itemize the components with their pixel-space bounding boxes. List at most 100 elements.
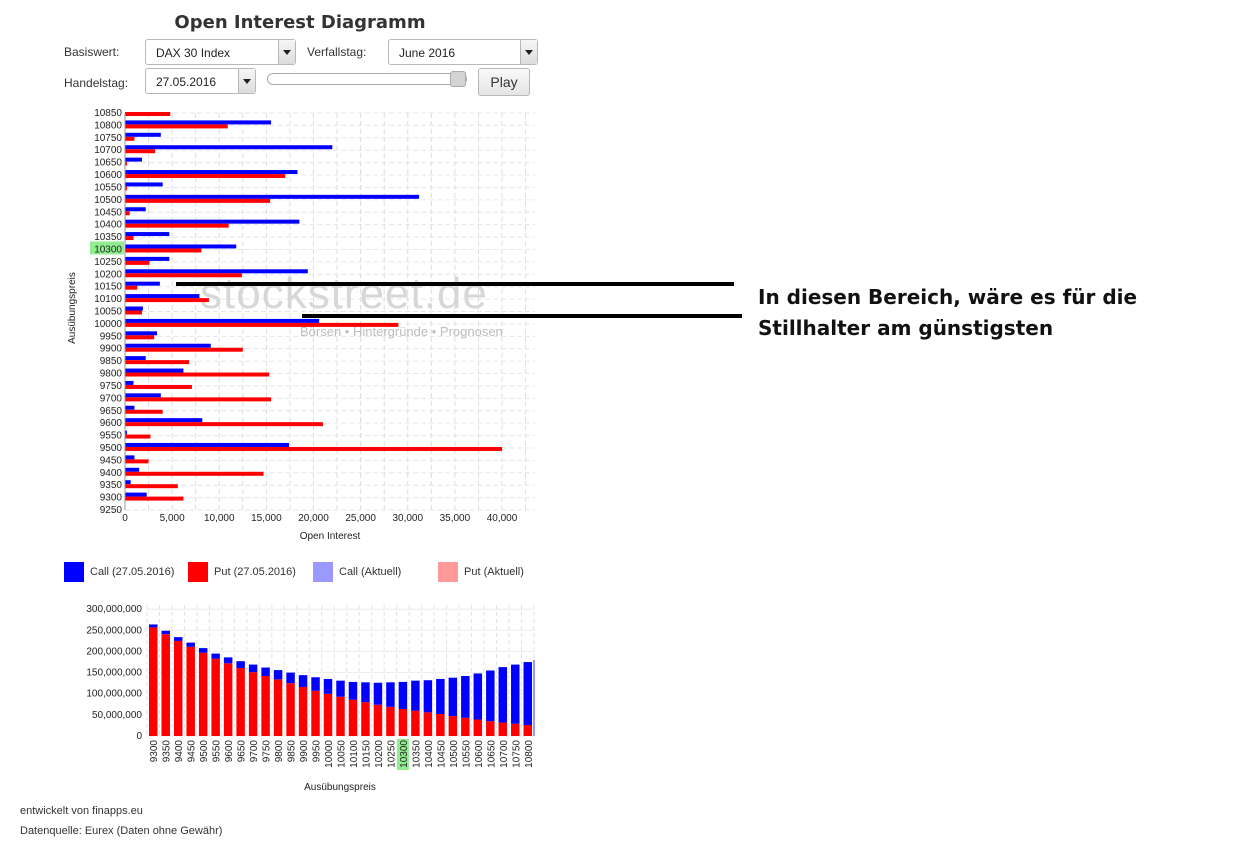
call-bar <box>161 630 170 635</box>
put-bar <box>273 679 283 736</box>
tick-label: 9900 <box>299 740 310 763</box>
tick-label: 10700 <box>94 145 122 156</box>
call-bar <box>336 680 345 697</box>
call-bar <box>286 672 295 684</box>
tick-label: 9250 <box>100 505 123 516</box>
tick-label: 9350 <box>162 740 173 763</box>
open-interest-chart: stockstreet.de Börsen • Hintergründe • Pr… <box>67 108 535 542</box>
put-bar <box>125 372 270 377</box>
call-bar <box>236 661 245 668</box>
put-bar <box>125 136 135 141</box>
tick-label: 9750 <box>100 381 123 392</box>
put-bar <box>125 310 142 315</box>
tick-label: 10300 <box>94 244 122 255</box>
put-bar <box>523 725 533 736</box>
call-bar <box>173 637 183 641</box>
tick-label: 10050 <box>94 307 122 318</box>
put-bar <box>386 706 395 736</box>
tick-label: 10800 <box>524 740 535 768</box>
basiswert-select[interactable]: DAX 30 Index <box>145 39 296 65</box>
tick-label: 10050 <box>337 740 348 768</box>
tick-label: 9850 <box>287 740 298 763</box>
put-bar <box>125 223 229 228</box>
call-bar <box>125 194 420 199</box>
put-bar <box>125 347 243 352</box>
tick-label: 35,000 <box>440 513 471 524</box>
verfallstag-select[interactable]: June 2016 <box>388 39 538 65</box>
date-slider[interactable] <box>267 71 467 87</box>
tick-label: 250,000,000 <box>86 625 142 636</box>
chevron-down-icon[interactable] <box>278 40 295 64</box>
put-bar <box>361 702 370 736</box>
tick-label: 0 <box>122 513 128 524</box>
tick-label: 10350 <box>411 740 422 768</box>
put-bar <box>511 723 520 736</box>
put-bar <box>323 693 333 736</box>
basiswert-value: DAX 30 Index <box>156 46 231 60</box>
call-bar <box>125 430 127 435</box>
call-bar <box>248 664 258 673</box>
tick-label: 9700 <box>249 740 260 763</box>
put-bar <box>173 640 183 736</box>
chevron-down-icon[interactable] <box>520 40 537 64</box>
put-bar <box>125 335 155 340</box>
call-bar <box>323 678 333 694</box>
put-bar <box>125 260 150 265</box>
legend-label: Call (Aktuell) <box>339 566 402 578</box>
call-bar <box>361 682 370 703</box>
chevron-down-icon[interactable] <box>238 69 255 93</box>
put-bar <box>348 699 358 736</box>
tick-label: 10,000 <box>204 513 235 524</box>
put-bar <box>125 248 202 253</box>
call-bar <box>533 659 535 736</box>
call-bar <box>125 467 140 472</box>
tick-label: 9600 <box>100 418 123 429</box>
tick-label: 9550 <box>212 740 223 763</box>
put-bar <box>125 124 228 129</box>
tick-label: 9950 <box>100 331 123 342</box>
call-bar <box>223 657 233 664</box>
call-bar <box>125 232 170 237</box>
tick-label: 0 <box>136 731 142 742</box>
highlight-marker <box>396 739 409 770</box>
put-bar <box>125 211 130 216</box>
put-bar <box>373 704 383 736</box>
date-slider-handle[interactable] <box>450 71 466 87</box>
tick-label: 9300 <box>149 740 160 763</box>
tick-label: 10150 <box>361 740 372 768</box>
call-bar <box>511 664 520 724</box>
call-bar <box>125 182 163 187</box>
call-bar <box>125 157 142 162</box>
tick-label: 10550 <box>94 182 122 193</box>
call-bar <box>125 343 211 348</box>
tick-label: 9900 <box>100 344 123 355</box>
tick-label: 25,000 <box>345 513 376 524</box>
tick-label: 10600 <box>94 170 122 181</box>
tick-label: 9550 <box>100 431 123 442</box>
tick-label: 9950 <box>312 740 323 763</box>
call-bar <box>125 120 272 125</box>
call-bar <box>125 256 170 261</box>
call-bar <box>386 682 395 707</box>
call-bar <box>125 294 200 299</box>
tick-label: 10100 <box>349 740 360 768</box>
put-bar <box>436 714 445 736</box>
put-bar <box>125 484 178 489</box>
play-button[interactable]: Play <box>478 68 530 96</box>
call-bar <box>125 331 158 336</box>
put-bar <box>336 696 345 736</box>
handelstag-select[interactable]: 27.05.2016 <box>145 68 256 94</box>
put-bar <box>125 434 151 439</box>
tick-label: 10350 <box>94 232 122 243</box>
call-bar <box>125 306 143 311</box>
tick-label: 10500 <box>94 195 122 206</box>
put-bar <box>125 161 127 166</box>
tick-label: 9650 <box>237 740 248 763</box>
tick-label: 10100 <box>94 294 122 305</box>
call-bar <box>125 455 135 460</box>
tick-label: 10200 <box>374 740 385 768</box>
call-bar <box>423 680 433 713</box>
call-bar <box>186 642 195 647</box>
legend-swatch <box>313 562 333 582</box>
